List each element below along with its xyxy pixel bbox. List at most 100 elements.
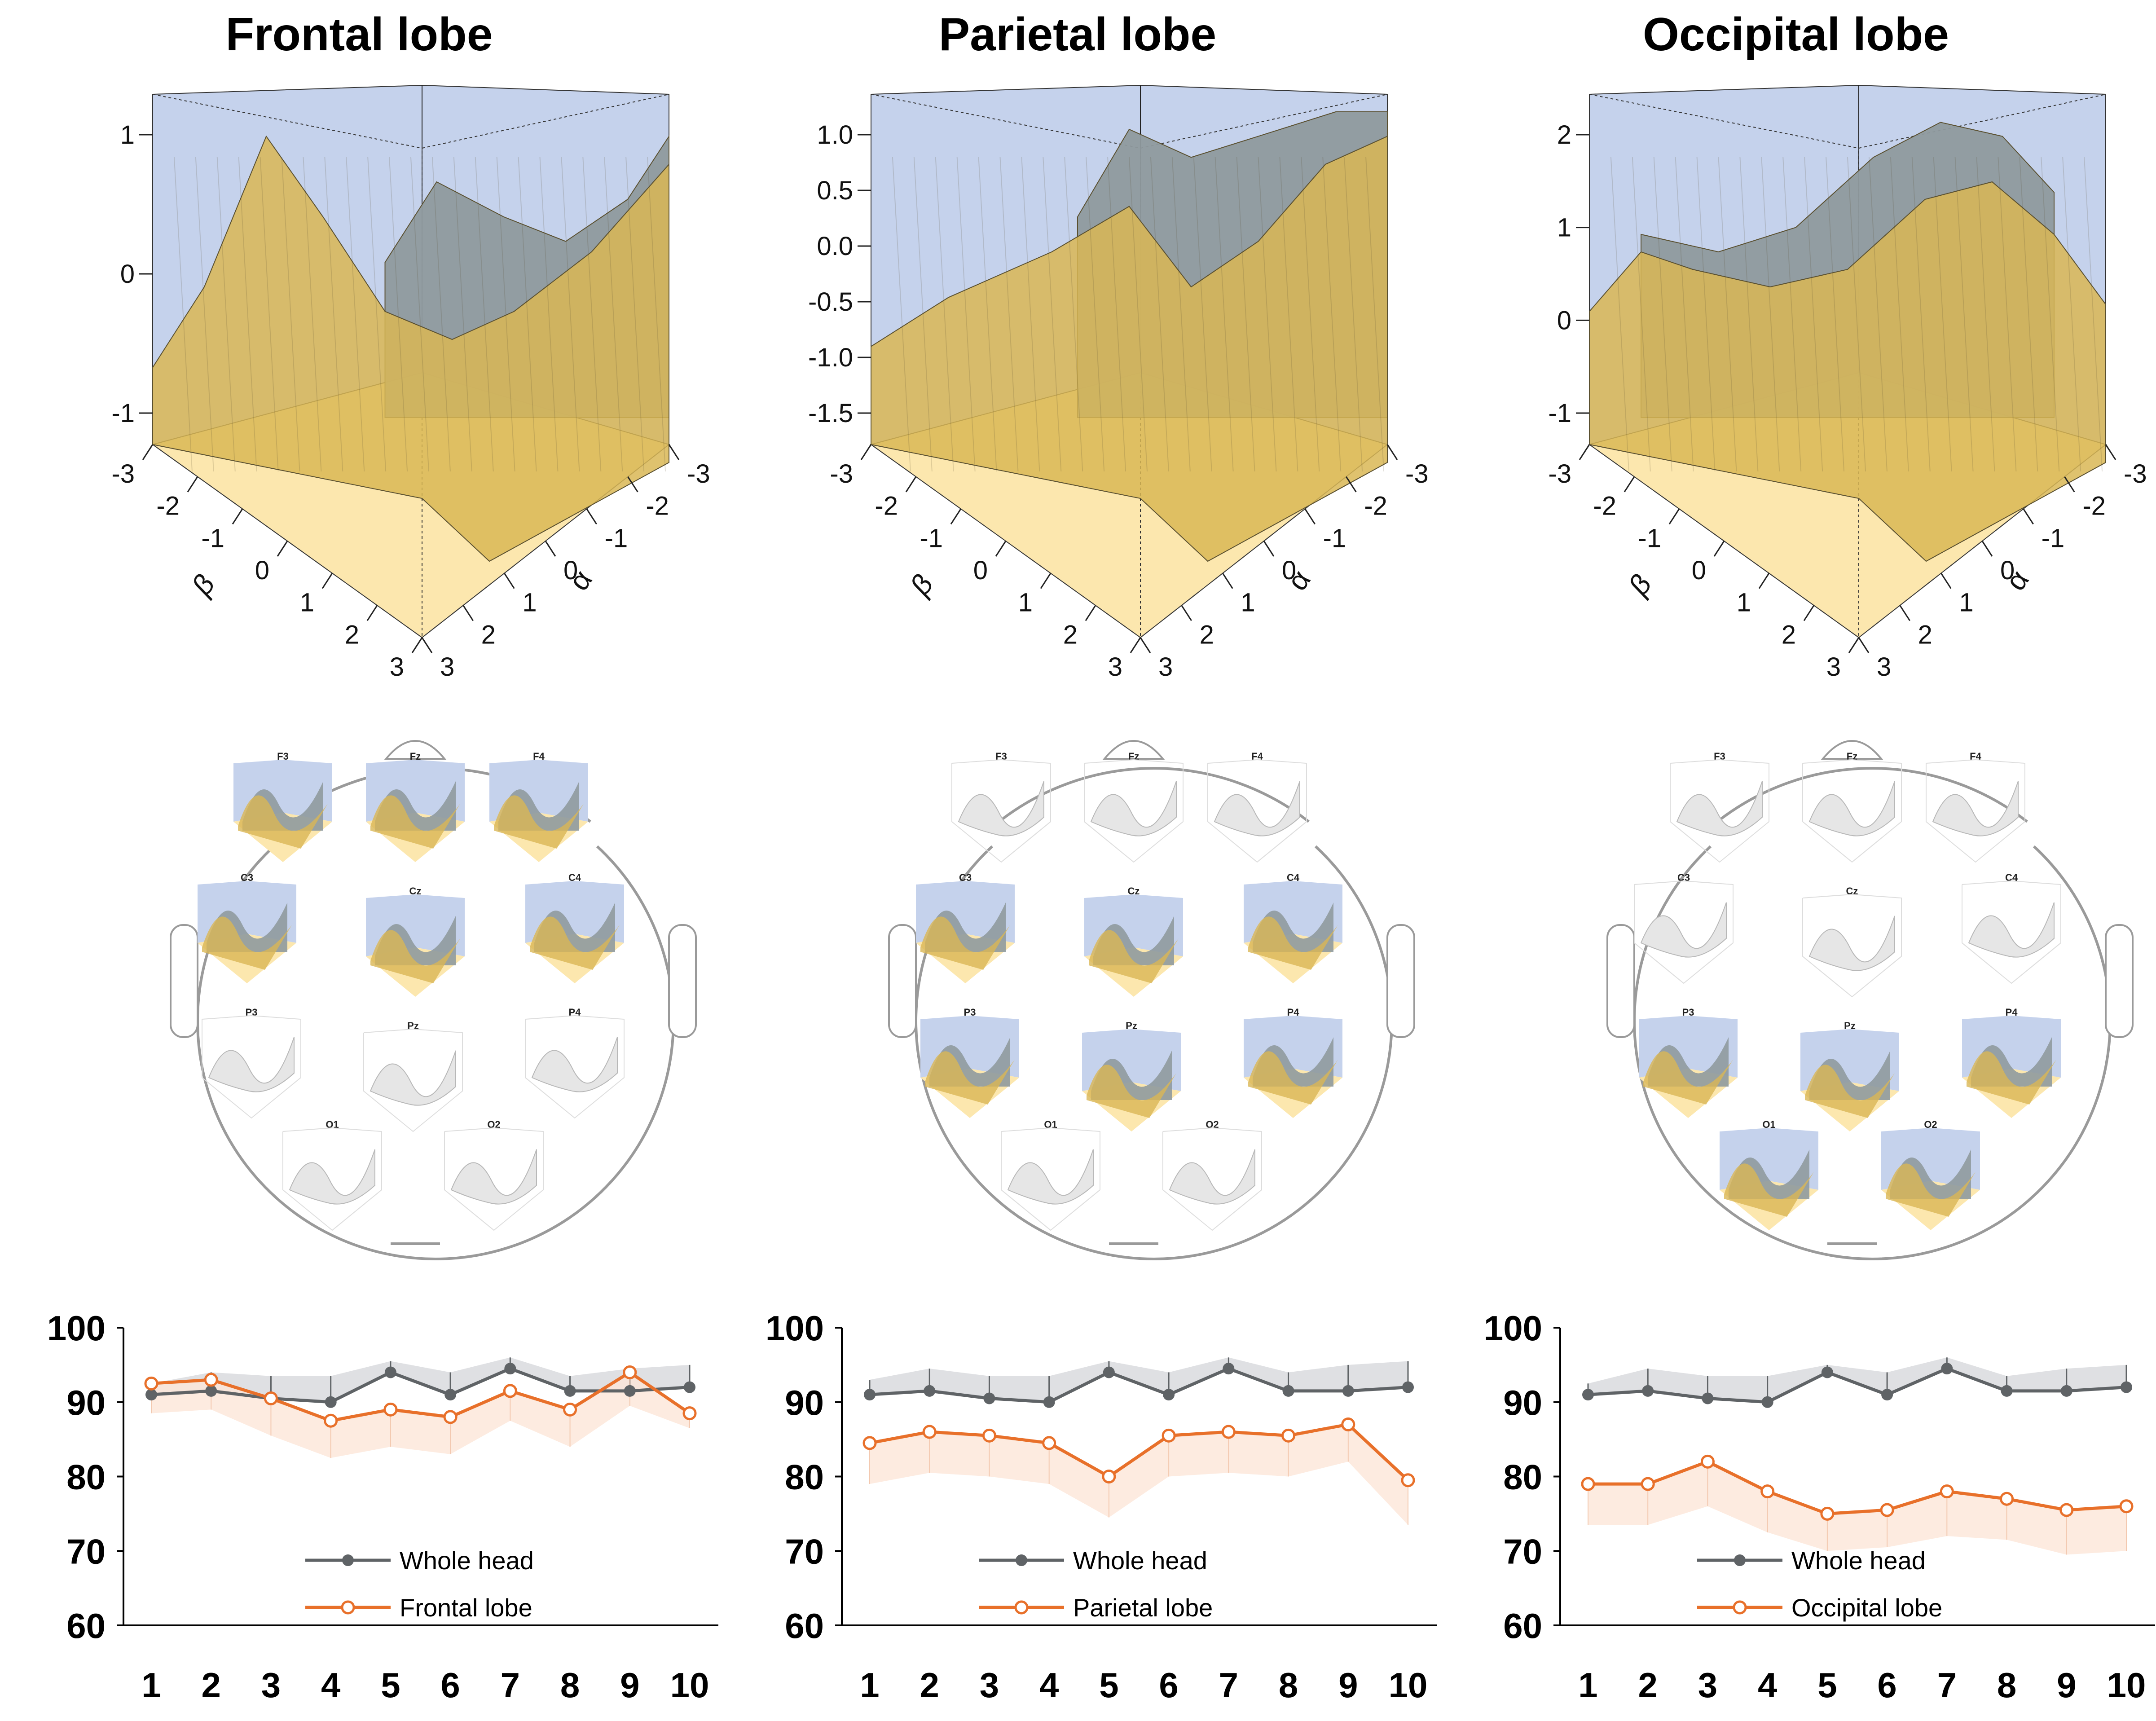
whole-head-point: [1881, 1389, 1893, 1401]
legend-marker-whole-head: [342, 1554, 354, 1566]
y-tick-label: 90: [1503, 1383, 1542, 1422]
mesh-line: [1279, 157, 1298, 472]
beta-tick-label: 2: [1782, 620, 1796, 649]
beta-tick: [950, 508, 962, 525]
z-tick-label: 2: [1557, 120, 1571, 150]
lobe-point: [862, 1436, 877, 1450]
lobe-point: [922, 1425, 937, 1439]
electrode-plot: Pz: [363, 1020, 463, 1132]
alpha-tick: [1222, 572, 1233, 589]
electrode-plot: Cz: [366, 885, 465, 997]
right-ear-icon: [668, 924, 697, 1038]
mesh-line: [2084, 157, 2103, 472]
alpha-tick: [1858, 637, 1870, 653]
head-outline-top: [1716, 767, 2028, 823]
box-edge-dashed: [152, 94, 669, 149]
mesh-line: [625, 157, 645, 472]
mini-surface-inactive: [1808, 781, 1895, 836]
alpha-tick-label: -2: [646, 492, 669, 521]
x-tick-label: 3: [980, 1665, 999, 1705]
mini-surface-gold: [494, 795, 584, 849]
alpha-tick: [545, 541, 556, 557]
whole-head-error-band: [870, 1357, 1408, 1402]
lobe-point: [264, 1391, 278, 1405]
mini-surface-inactive: [450, 1149, 537, 1205]
legend-label-whole-head: Whole head: [1073, 1546, 1207, 1575]
mesh-line: [1086, 157, 1105, 472]
y-tick-label: 70: [785, 1532, 824, 1571]
mini-surface-gold: [1248, 916, 1338, 970]
whole-head-point: [504, 1363, 516, 1375]
beta-tick: [1758, 572, 1770, 589]
lobe-point: [1641, 1477, 1655, 1491]
x-tick-label: 1: [860, 1665, 879, 1705]
mesh-line: [1739, 157, 1759, 472]
mesh-line: [1344, 157, 1363, 472]
x-tick-label: 9: [620, 1665, 639, 1705]
beta-tick-label: 1: [1737, 588, 1751, 617]
whole-head-point: [2121, 1381, 2132, 1393]
whole-head-point: [924, 1385, 936, 1397]
mini-surface-inactive: [1932, 781, 2019, 836]
mini-box: [282, 1127, 382, 1231]
x-tick-label: 10: [670, 1665, 709, 1705]
whole-head-point: [684, 1381, 695, 1393]
alpha-tick-label: 1: [522, 588, 537, 617]
whole-head-point: [205, 1385, 217, 1397]
mini-surface-inactive: [1214, 781, 1300, 836]
alpha-tick: [1981, 541, 1993, 557]
alpha-tick-label: 0: [1282, 556, 1296, 585]
alpha-tick-label: 2: [1918, 620, 1932, 649]
mini-surface-inactive: [1640, 902, 1727, 958]
mini-surface-inactive: [1676, 781, 1763, 836]
mesh-line: [367, 157, 387, 472]
z-tick-label: 0: [120, 260, 135, 289]
mini-box: [525, 1015, 625, 1119]
mini-surface-inactive: [1007, 1149, 1094, 1205]
panel-title: Parietal lobe: [938, 9, 1217, 61]
whole-head-point: [384, 1366, 396, 1378]
head-outline-top: [998, 767, 1310, 823]
lobe-point: [682, 1406, 697, 1421]
box-edge-dashed: [871, 94, 1388, 149]
alpha-tick: [1140, 637, 1151, 653]
mini-box: [1802, 759, 1902, 863]
z-tick-label: 0: [1557, 306, 1571, 335]
mini-box: [1207, 759, 1307, 863]
whole-head-line: [869, 1367, 1408, 1404]
x-tick-label: 5: [1099, 1665, 1118, 1705]
mini-box: [202, 1015, 301, 1119]
beta-tick-label: 3: [1108, 652, 1122, 682]
mini-surface-gold: [370, 795, 460, 849]
mesh-line: [1171, 157, 1191, 472]
mesh-line: [2062, 157, 2081, 472]
mini-box: [444, 1127, 544, 1231]
y-tick-label: 100: [1484, 1308, 1542, 1348]
electrode-plot: P3: [1639, 1007, 1738, 1118]
beta-tick: [232, 508, 243, 525]
beta-tick: [142, 444, 154, 460]
x-tick-label: 9: [2057, 1665, 2076, 1705]
alpha-tick: [1304, 508, 1316, 525]
electrode-plot: Fz: [1802, 751, 1902, 863]
panel-frontal: Frontal lobe 1 0 -1 -3 -2 -1 0 1 2 3 β -3 -2 -1 0 1 2 3 α …: [0, 0, 718, 1721]
x-tick-label: 7: [1219, 1665, 1238, 1705]
lobe-error-band: [1588, 1461, 2126, 1555]
y-tick-label: 80: [66, 1457, 106, 1497]
alpha-tick-label: 1: [1959, 588, 1973, 617]
z-tick-label: 0.0: [817, 232, 853, 261]
mesh-line: [1193, 157, 1212, 472]
lobe-point: [1700, 1454, 1715, 1469]
y-tick-label: 60: [66, 1606, 106, 1646]
mesh-line: [892, 157, 911, 472]
mini-box: [1162, 1127, 1262, 1231]
whole-head-point: [145, 1389, 157, 1401]
legend-marker-whole-head: [1016, 1554, 1027, 1566]
mesh-line: [1911, 157, 1931, 472]
z-tick-label: 1: [120, 120, 135, 150]
mesh-line: [1826, 157, 1845, 472]
electrode-plot: C3: [916, 872, 1015, 983]
alpha-tick: [2023, 508, 2034, 525]
